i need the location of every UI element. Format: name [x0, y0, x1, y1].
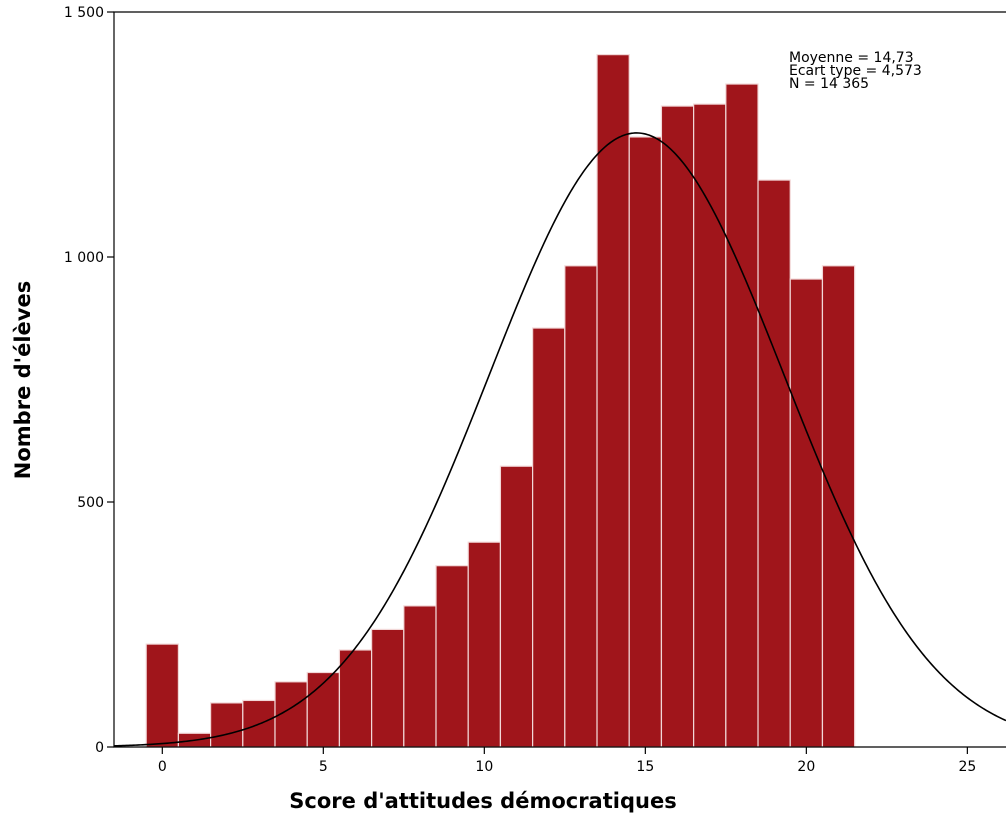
y-tick-label: 0 [95, 740, 104, 756]
x-axis-title: Score d'attitudes démocratiques [289, 789, 676, 813]
histogram-bar [629, 137, 661, 747]
x-tick-label: 0 [158, 759, 167, 775]
histogram-bar [790, 279, 822, 747]
y-axis-title: Nombre d'élèves [11, 281, 35, 479]
histogram-bar [211, 703, 243, 747]
x-tick-label: 15 [636, 759, 654, 775]
histogram-bar [404, 606, 436, 747]
histogram-bar [565, 266, 597, 747]
histogram-bar [533, 328, 565, 747]
histogram-bar [468, 542, 500, 747]
histogram-bar [500, 466, 532, 747]
histogram-bar [436, 566, 468, 747]
histogram-bar [372, 629, 404, 747]
histogram-bar [597, 55, 629, 747]
histogram-bar [758, 180, 790, 747]
histogram-bar [339, 650, 371, 747]
bars-group [146, 55, 854, 747]
y-tick-label: 1 500 [64, 5, 104, 21]
stats-line: N = 14 365 [789, 76, 869, 92]
x-tick-label: 25 [958, 759, 976, 775]
histogram-bar [661, 106, 693, 747]
histogram-bar [694, 104, 726, 747]
histogram-bar [146, 644, 178, 747]
histogram-bar [726, 84, 758, 747]
y-tick-label: 1 000 [64, 250, 104, 266]
x-tick-label: 5 [319, 759, 328, 775]
x-tick-label: 10 [475, 759, 493, 775]
x-tick-label: 20 [797, 759, 815, 775]
y-tick-label: 500 [77, 495, 104, 511]
